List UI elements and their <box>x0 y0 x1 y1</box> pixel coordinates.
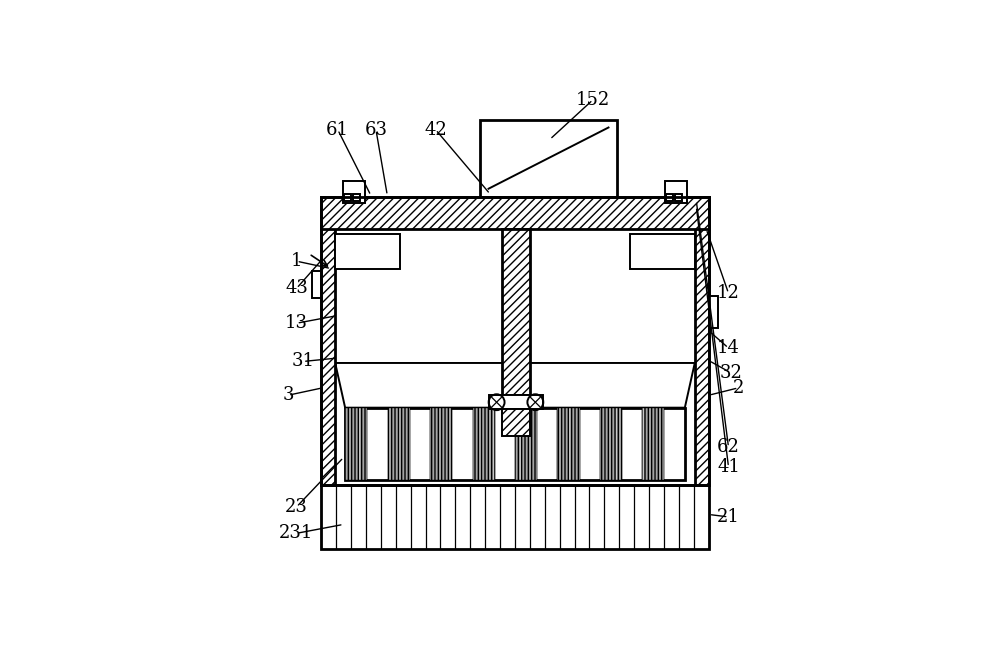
Bar <box>675 194 682 201</box>
Text: 152: 152 <box>576 91 610 109</box>
Bar <box>345 408 685 480</box>
Text: 43: 43 <box>285 279 308 297</box>
Text: 32: 32 <box>720 364 742 382</box>
Bar <box>709 296 718 328</box>
Text: 63: 63 <box>364 121 387 139</box>
Text: 31: 31 <box>291 352 314 370</box>
Bar <box>343 181 365 203</box>
Bar <box>695 197 709 484</box>
Text: 62: 62 <box>717 439 740 457</box>
Text: 23: 23 <box>285 498 308 516</box>
Bar <box>489 395 543 409</box>
Bar <box>557 408 580 480</box>
Text: 21: 21 <box>717 508 740 526</box>
Text: 2: 2 <box>733 379 744 397</box>
Text: 14: 14 <box>717 339 740 357</box>
Bar <box>642 408 664 480</box>
Bar <box>502 229 530 395</box>
Bar <box>388 408 410 480</box>
Text: 41: 41 <box>717 458 740 476</box>
Bar <box>353 194 360 201</box>
Text: 12: 12 <box>717 284 740 303</box>
Bar <box>473 408 495 480</box>
Bar <box>321 197 709 229</box>
Text: 231: 231 <box>279 524 314 542</box>
Polygon shape <box>335 363 695 408</box>
Bar <box>321 197 335 484</box>
Bar <box>666 194 673 201</box>
Text: 42: 42 <box>424 121 447 139</box>
Bar <box>480 119 617 197</box>
Bar <box>312 271 321 299</box>
Bar <box>321 197 709 484</box>
Bar <box>502 409 530 437</box>
Text: 61: 61 <box>326 121 349 139</box>
Text: 13: 13 <box>285 314 308 332</box>
Text: 3: 3 <box>282 386 294 404</box>
Bar <box>665 181 687 203</box>
Bar <box>321 484 709 550</box>
Bar <box>345 408 367 480</box>
Bar <box>515 408 537 480</box>
Bar <box>630 234 695 268</box>
Bar <box>430 408 452 480</box>
Text: 1: 1 <box>291 252 302 270</box>
Bar <box>344 194 351 201</box>
Bar <box>335 234 400 268</box>
Bar <box>600 408 622 480</box>
